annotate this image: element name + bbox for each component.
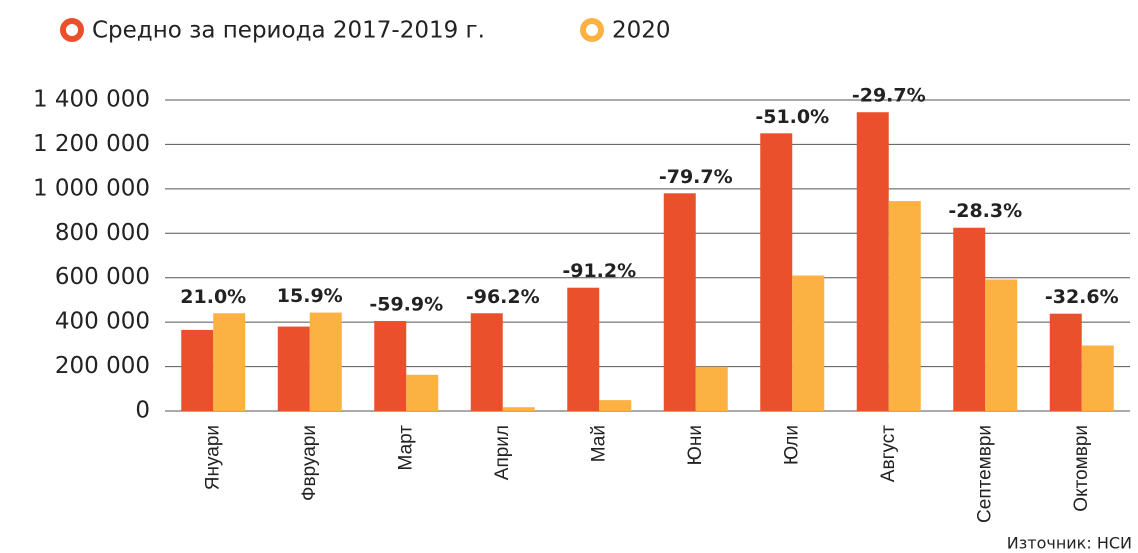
y-tick-label: 1 200 000	[33, 131, 150, 157]
bar	[888, 201, 921, 411]
x-tick-label: Май	[588, 425, 609, 462]
y-tick-label: 200 000	[55, 353, 150, 379]
bar-annotation: -59.9%	[369, 294, 443, 316]
bar-annotation: -79.7%	[659, 166, 733, 188]
bar	[567, 287, 600, 411]
y-tick-label: 1 000 000	[33, 175, 150, 201]
y-tick-label: 600 000	[55, 264, 150, 290]
bar-annotation: -51.0%	[755, 106, 829, 128]
bar-annotation: -32.6%	[1045, 286, 1119, 308]
bar-annotation: -91.2%	[562, 260, 636, 282]
y-tick-label: 1 400 000	[33, 87, 150, 113]
y-tick-label: 800 000	[55, 220, 150, 246]
bar-annotation: 21.0%	[180, 286, 246, 308]
bar	[760, 133, 793, 412]
bar-annotation: -96.2%	[466, 286, 540, 308]
bar	[213, 313, 246, 411]
y-tick-label: 0	[135, 398, 150, 424]
bar	[406, 374, 439, 411]
bar	[599, 400, 632, 411]
bar-annotation: -29.7%	[852, 85, 926, 107]
x-tick-label: Юни	[685, 425, 706, 465]
bar	[470, 313, 503, 411]
x-tick-label: Октомври	[1071, 425, 1092, 512]
bar	[856, 112, 889, 411]
legend-label: 2020	[612, 18, 671, 44]
legend-label: Средно за периода 2017-2019 г.	[92, 18, 485, 44]
bar	[502, 407, 535, 411]
x-tick-label: Септември	[974, 425, 995, 523]
bar	[792, 275, 825, 411]
y-tick-label: 400 000	[55, 309, 150, 335]
bar	[277, 326, 310, 411]
bar	[374, 321, 407, 411]
legend-marker	[60, 18, 84, 42]
bar	[985, 279, 1018, 411]
bar	[1049, 313, 1082, 411]
x-tick-label: Август	[878, 425, 899, 482]
x-tick-label: Фвруари	[299, 425, 320, 501]
legend-marker	[580, 18, 604, 42]
bar	[953, 227, 986, 411]
bar	[1081, 345, 1114, 411]
bar	[695, 366, 728, 411]
bar	[309, 312, 342, 411]
x-tick-label: Април	[492, 425, 513, 480]
x-tick-label: Март	[395, 425, 416, 471]
x-tick-label: Януари	[202, 425, 223, 490]
bar	[663, 193, 696, 411]
source: Източник: НСИ	[1007, 534, 1132, 553]
x-tick-label: Юли	[781, 425, 802, 465]
bar	[181, 329, 214, 411]
bar-annotation: 15.9%	[277, 285, 343, 307]
bar-annotation: -28.3%	[948, 200, 1022, 222]
